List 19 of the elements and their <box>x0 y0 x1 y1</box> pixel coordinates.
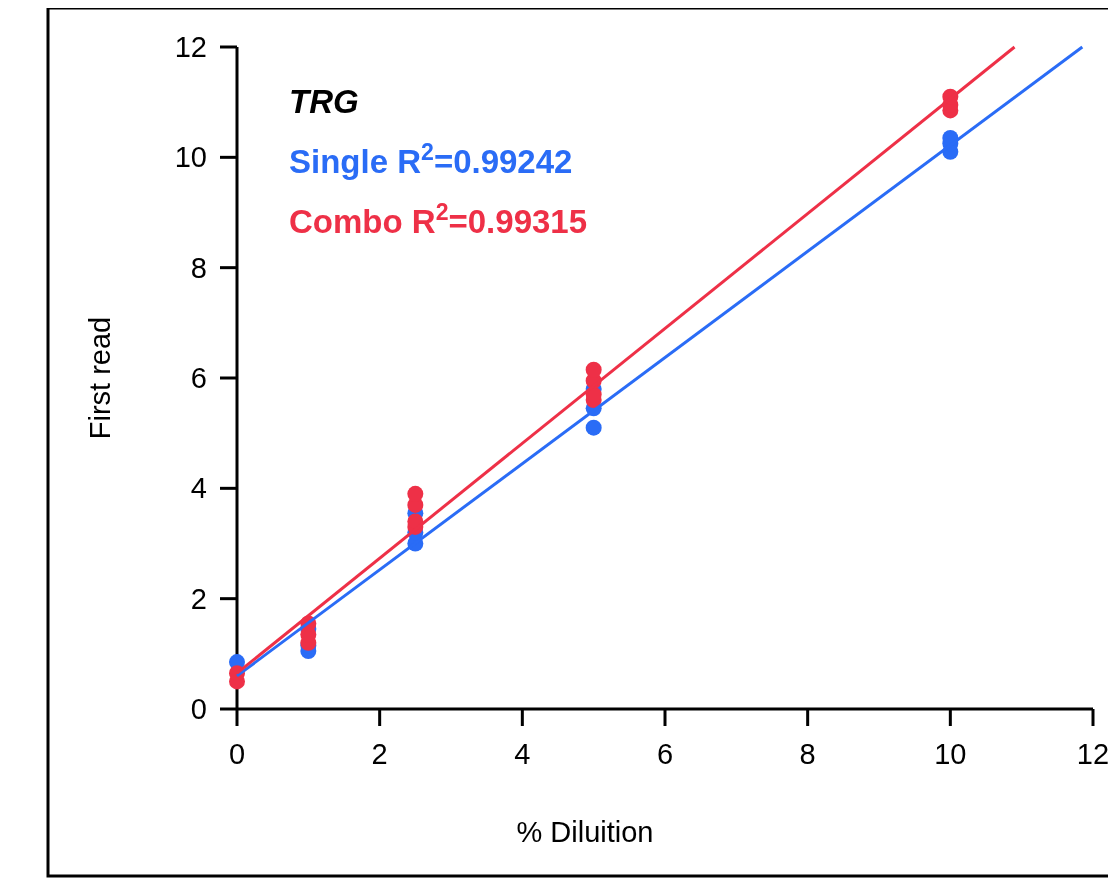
y-tick-label: 12 <box>174 31 207 64</box>
y-tick-label: 10 <box>174 141 207 174</box>
y-tick-label: 4 <box>190 472 207 505</box>
x-tick-label: 6 <box>656 738 674 770</box>
y-tick-label: 8 <box>190 251 207 284</box>
text: Combo R$^{2}$=0.99315 <box>289 199 588 240</box>
legend-title: TRG <box>289 83 359 120</box>
x-tick-label: 8 <box>799 738 816 770</box>
x-tick-label: 12 <box>1076 738 1110 770</box>
x-tick-label: 2 <box>371 738 388 770</box>
text: Single R$^{2}$=0.99242 <box>289 139 573 180</box>
x-axis-title: % Diluition <box>516 816 654 848</box>
x-tick-label: 10 <box>934 738 967 770</box>
y-tick-label: 6 <box>190 362 207 395</box>
x-tick-label: 4 <box>514 738 531 770</box>
y-axis-title: First read <box>84 316 116 440</box>
y-tick-label: 0 <box>190 693 207 726</box>
y-tick-label: 2 <box>190 582 207 615</box>
x-tick-label: 0 <box>228 738 246 770</box>
